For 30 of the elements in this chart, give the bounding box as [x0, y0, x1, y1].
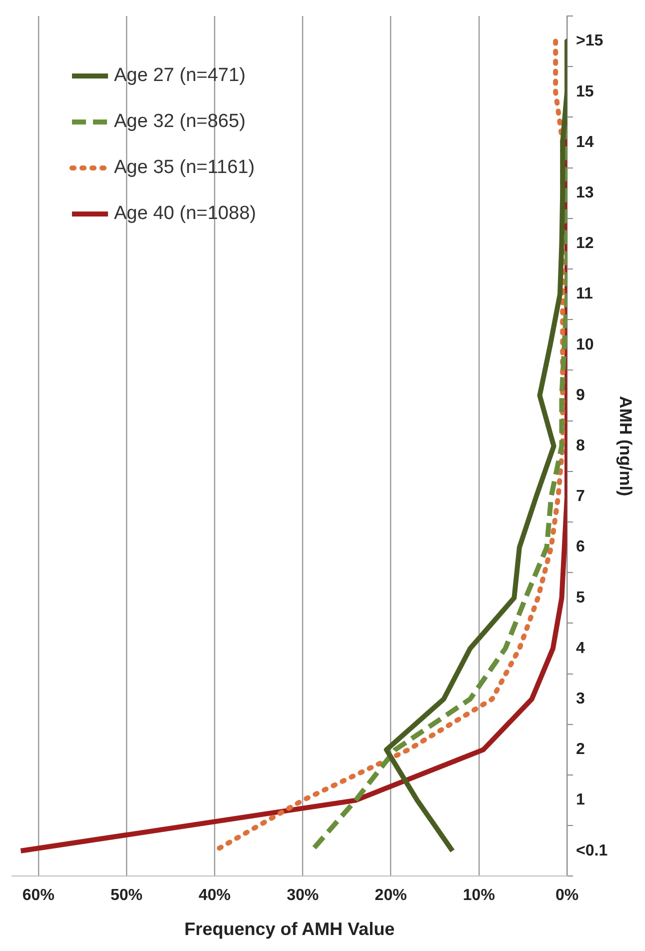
- y-tick-label: >15: [576, 32, 604, 50]
- y-tick-label: 1: [576, 792, 586, 809]
- y-tick-label: 14: [576, 134, 594, 151]
- y-tick-label: 11: [576, 286, 594, 303]
- y-tick-label: 3: [576, 690, 586, 708]
- y-tick-label: 6: [576, 538, 586, 556]
- y-tick-label: 9: [576, 386, 586, 404]
- y-axis-title: AMH (ng/ml): [616, 396, 636, 496]
- y-tick-label: 10: [576, 336, 594, 354]
- y-tick-label: <0.1: [576, 842, 608, 860]
- x-tick-label: 30%: [286, 887, 319, 904]
- y-tick-label: 7: [576, 488, 586, 506]
- legend-label: Age 32 (n=865): [114, 111, 246, 132]
- legend-label: Age 40 (n=1088): [114, 203, 256, 224]
- y-tick-label: 5: [576, 589, 586, 606]
- legend-label: Age 27 (n=471): [114, 65, 246, 86]
- y-tick-label: 4: [576, 640, 586, 657]
- x-tick-label: 60%: [22, 887, 54, 904]
- x-axis-title: Frequency of AMH Value: [184, 919, 395, 940]
- x-tick-label: 0%: [555, 887, 579, 904]
- x-tick-label: 10%: [462, 887, 495, 904]
- legend-label: Age 35 (n=1161): [114, 157, 255, 178]
- x-tick-label: 20%: [374, 887, 407, 904]
- y-tick-label: 12: [576, 235, 594, 252]
- y-tick-label: 15: [576, 83, 594, 100]
- x-tick-label: 50%: [110, 887, 143, 904]
- y-tick-label: 13: [576, 184, 594, 202]
- y-tick-label: 8: [576, 438, 586, 455]
- y-tick-label: 2: [576, 741, 586, 758]
- x-tick-label: 40%: [198, 887, 231, 904]
